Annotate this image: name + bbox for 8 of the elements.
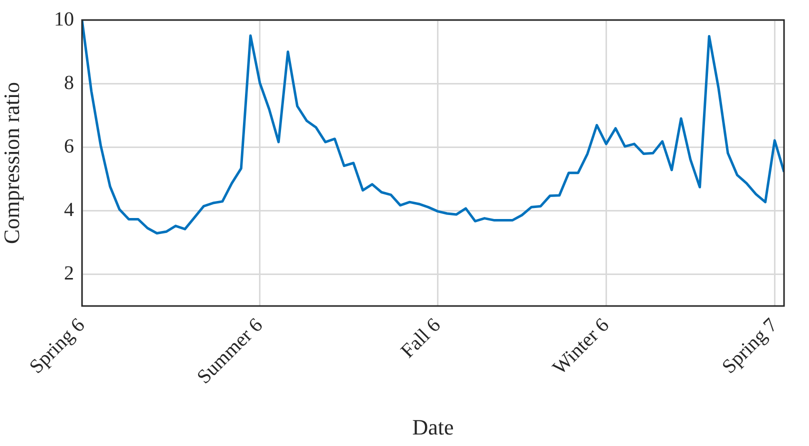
x-axis-title: Date [412, 414, 454, 440]
y-tick-label: 6 [64, 135, 74, 158]
y-tick-label: 4 [64, 198, 74, 221]
y-tick-label: 2 [64, 262, 74, 284]
y-tick-label: 8 [64, 72, 74, 94]
y-axis-title: Compression ratio [0, 82, 24, 244]
x-tick-label: Fall 6 [396, 314, 445, 362]
y-tick-label: 10 [54, 8, 74, 30]
